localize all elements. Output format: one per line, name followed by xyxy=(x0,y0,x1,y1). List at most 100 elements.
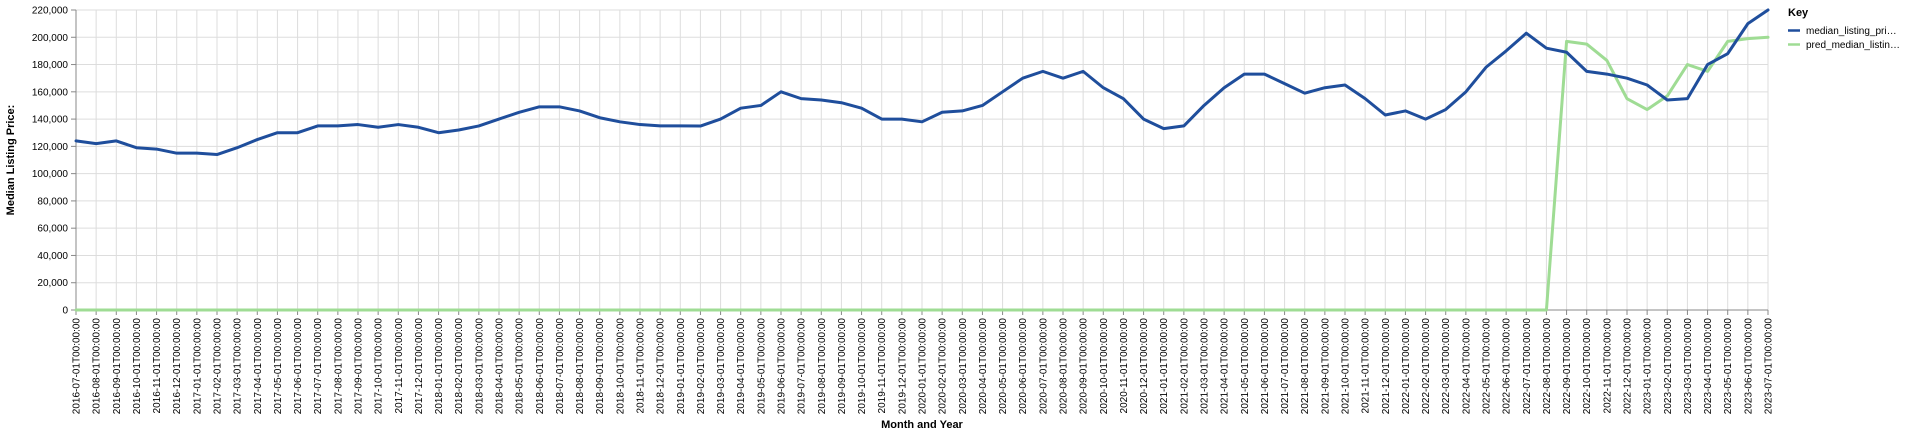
series-line-2 xyxy=(74,35,1770,312)
x-tick-label: 2023-04-01T00:00:00 xyxy=(1703,318,1714,415)
x-tick-label: 2022-08-01T00:00:00 xyxy=(1542,318,1553,415)
x-tick-label: 2017-02-01T00:00:00 xyxy=(213,318,224,415)
x-tick-label: 2019-09-01T00:00:00 xyxy=(837,318,848,415)
x-tick-label: 2023-01-01T00:00:00 xyxy=(1643,318,1654,415)
y-tick-label: 0 xyxy=(62,306,68,317)
legend-label: pred_median_listin… xyxy=(1806,40,1900,51)
x-tick-label: 2022-11-01T00:00:00 xyxy=(1602,318,1613,414)
y-tick-label: 200,000 xyxy=(32,33,69,44)
x-tick-label: 2020-02-01T00:00:00 xyxy=(938,318,949,415)
x-tick-label: 2021-09-01T00:00:00 xyxy=(1320,318,1331,415)
x-tick-label: 2021-12-01T00:00:00 xyxy=(1381,318,1392,415)
x-tick-label: 2020-07-01T00:00:00 xyxy=(1038,318,1049,415)
x-tick-label: 2021-04-01T00:00:00 xyxy=(1220,318,1231,415)
x-tick-label: 2020-01-01T00:00:00 xyxy=(918,318,929,415)
x-tick-label: 2017-05-01T00:00:00 xyxy=(273,318,284,415)
y-tick-label: 120,000 xyxy=(32,142,69,153)
y-tick-label: 160,000 xyxy=(32,87,69,98)
x-tick-label: 2018-06-01T00:00:00 xyxy=(535,318,546,415)
y-axis: 0 20,000 40,000 60,000 80,000 100,000 120,000 1… xyxy=(32,6,77,317)
x-tick-label: 2022-07-01T00:00:00 xyxy=(1522,318,1533,415)
x-tick-label: 2016-12-01T00:00:00 xyxy=(172,318,183,415)
x-tick-label: 2017-11-01T00:00:00 xyxy=(394,318,405,414)
x-tick-label: 2016-09-01T00:00:00 xyxy=(112,318,123,415)
x-tick-label: 2022-06-01T00:00:00 xyxy=(1502,318,1513,415)
x-tick-label: 2017-08-01T00:00:00 xyxy=(333,318,344,415)
x-tick-label: 2019-06-01T00:00:00 xyxy=(777,318,788,415)
x-tick-label: 2021-01-01T00:00:00 xyxy=(1159,318,1170,415)
x-tick-label: 2023-05-01T00:00:00 xyxy=(1723,318,1734,415)
x-tick-label: 2017-10-01T00:00:00 xyxy=(374,318,385,415)
y-tick-label: 140,000 xyxy=(32,115,69,126)
x-tick-label: 2017-01-01T00:00:00 xyxy=(192,318,203,415)
x-tick-label: 2020-03-01T00:00:00 xyxy=(958,318,969,415)
x-tick-label: 2023-02-01T00:00:00 xyxy=(1663,318,1674,415)
x-tick-label: 2017-03-01T00:00:00 xyxy=(233,318,244,415)
x-tick-label: 2019-03-01T00:00:00 xyxy=(716,318,727,415)
y-axis-title: Median Listing Price: xyxy=(5,105,17,216)
x-tick-label: 2021-08-01T00:00:00 xyxy=(1300,318,1311,415)
x-tick-label: 2019-12-01T00:00:00 xyxy=(897,318,908,415)
x-tick-label: 2020-06-01T00:00:00 xyxy=(1018,318,1029,415)
x-tick-label: 2020-05-01T00:00:00 xyxy=(998,318,1009,415)
x-tick-label: 2016-10-01T00:00:00 xyxy=(132,318,143,415)
x-tick-label: 2017-07-01T00:00:00 xyxy=(313,318,324,415)
x-tick-label: 2022-02-01T00:00:00 xyxy=(1421,318,1432,415)
x-axis: 2016-07-01T00:00:00 2016-08-01T00:00:00 20… xyxy=(72,309,1775,415)
y-tick-label: 100,000 xyxy=(32,169,69,180)
x-tick-label: 2022-04-01T00:00:00 xyxy=(1461,318,1472,415)
y-tick-label: 80,000 xyxy=(37,196,68,207)
x-tick-label: 2021-03-01T00:00:00 xyxy=(1200,318,1211,415)
x-tick-label: 2021-07-01T00:00:00 xyxy=(1280,318,1291,415)
x-tick-label: 2021-02-01T00:00:00 xyxy=(1179,318,1190,415)
x-tick-label: 2016-08-01T00:00:00 xyxy=(92,318,103,415)
x-tick-label: 2018-09-01T00:00:00 xyxy=(595,318,606,415)
series-line-1 xyxy=(74,8,1770,157)
x-tick-label: 2020-11-01T00:00:00 xyxy=(1119,318,1130,414)
x-tick-label: 2023-07-01T00:00:00 xyxy=(1764,318,1775,415)
x-tick-label: 2016-11-01T00:00:00 xyxy=(152,318,163,414)
x-tick-label: 2022-05-01T00:00:00 xyxy=(1482,318,1493,415)
y-tick-label: 20,000 xyxy=(37,278,68,289)
legend-title: Key xyxy=(1788,7,1809,19)
x-tick-label: 2018-10-01T00:00:00 xyxy=(615,318,626,415)
legend-label: median_listing_pri… xyxy=(1806,26,1897,37)
x-tick-label: 2021-11-01T00:00:00 xyxy=(1361,318,1372,414)
x-tick-label: 2020-04-01T00:00:00 xyxy=(978,318,989,415)
x-tick-label: 2019-07-01T00:00:00 xyxy=(797,318,808,415)
x-tick-label: 2018-08-01T00:00:00 xyxy=(575,318,586,415)
y-tick-label: 60,000 xyxy=(37,224,68,235)
x-tick-label: 2017-12-01T00:00:00 xyxy=(414,318,425,415)
x-tick-label: 2020-12-01T00:00:00 xyxy=(1139,318,1150,415)
y-tick-label: 220,000 xyxy=(32,6,69,17)
x-tick-label: 2018-03-01T00:00:00 xyxy=(474,318,485,415)
x-tick-label: 2022-03-01T00:00:00 xyxy=(1441,318,1452,415)
x-tick-label: 2017-09-01T00:00:00 xyxy=(354,318,365,415)
x-tick-label: 2016-07-01T00:00:00 xyxy=(72,318,83,415)
x-tick-label: 2021-10-01T00:00:00 xyxy=(1341,318,1352,415)
x-tick-label: 2018-07-01T00:00:00 xyxy=(555,318,566,415)
x-tick-label: 2017-04-01T00:00:00 xyxy=(253,318,264,415)
x-axis-title: Month and Year xyxy=(881,419,963,431)
x-tick-label: 2019-08-01T00:00:00 xyxy=(817,318,828,415)
x-tick-label: 2023-03-01T00:00:00 xyxy=(1683,318,1694,415)
x-tick-label: 2022-12-01T00:00:00 xyxy=(1623,318,1634,415)
x-tick-label: 2022-01-01T00:00:00 xyxy=(1401,318,1412,415)
y-tick-label: 40,000 xyxy=(37,251,68,262)
x-tick-label: 2020-10-01T00:00:00 xyxy=(1099,318,1110,415)
legend: Key median_listing_pri… pred_median_listi… xyxy=(1788,7,1900,51)
x-tick-label: 2018-04-01T00:00:00 xyxy=(495,318,506,415)
grid-lines xyxy=(75,9,1769,311)
y-tick-label: 180,000 xyxy=(32,60,69,71)
x-tick-label: 2017-06-01T00:00:00 xyxy=(293,318,304,415)
x-tick-label: 2019-10-01T00:00:00 xyxy=(857,318,868,415)
x-tick-label: 2021-06-01T00:00:00 xyxy=(1260,318,1271,415)
x-tick-label: 2018-11-01T00:00:00 xyxy=(636,318,647,414)
x-tick-label: 2022-10-01T00:00:00 xyxy=(1582,318,1593,415)
x-tick-label: 2022-09-01T00:00:00 xyxy=(1562,318,1573,415)
x-tick-label: 2018-02-01T00:00:00 xyxy=(454,318,465,415)
x-tick-label: 2019-05-01T00:00:00 xyxy=(756,318,767,415)
x-tick-label: 2018-01-01T00:00:00 xyxy=(434,318,445,415)
x-tick-label: 2021-05-01T00:00:00 xyxy=(1240,318,1251,415)
